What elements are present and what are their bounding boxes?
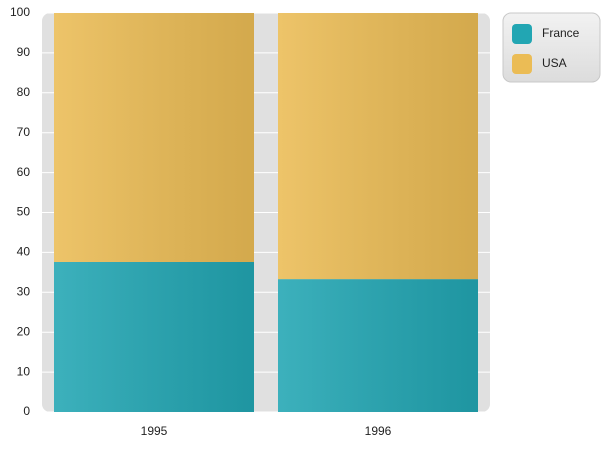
y-tick-label: 90 [17,45,31,59]
y-tick-label: 30 [17,284,31,298]
bar-shade [54,261,254,412]
legend-swatch [512,54,532,74]
y-tick-label: 0 [23,404,30,418]
x-tick-label: 1996 [365,424,392,438]
legend-swatch [512,24,532,44]
x-tick-label: 1995 [141,424,168,438]
legend-label: France [542,26,580,40]
bar-shade [278,279,478,412]
y-tick-label: 70 [17,125,31,139]
bar-shade [278,13,478,280]
y-tick-label: 80 [17,85,31,99]
y-tick-label: 50 [17,205,31,219]
legend-label: USA [542,56,567,70]
y-tick-label: 100 [10,5,30,19]
y-tick-label: 10 [17,364,31,378]
y-tick-label: 60 [17,165,31,179]
bar-shade [54,13,254,262]
y-tick-label: 40 [17,245,31,259]
y-tick-label: 20 [17,324,31,338]
